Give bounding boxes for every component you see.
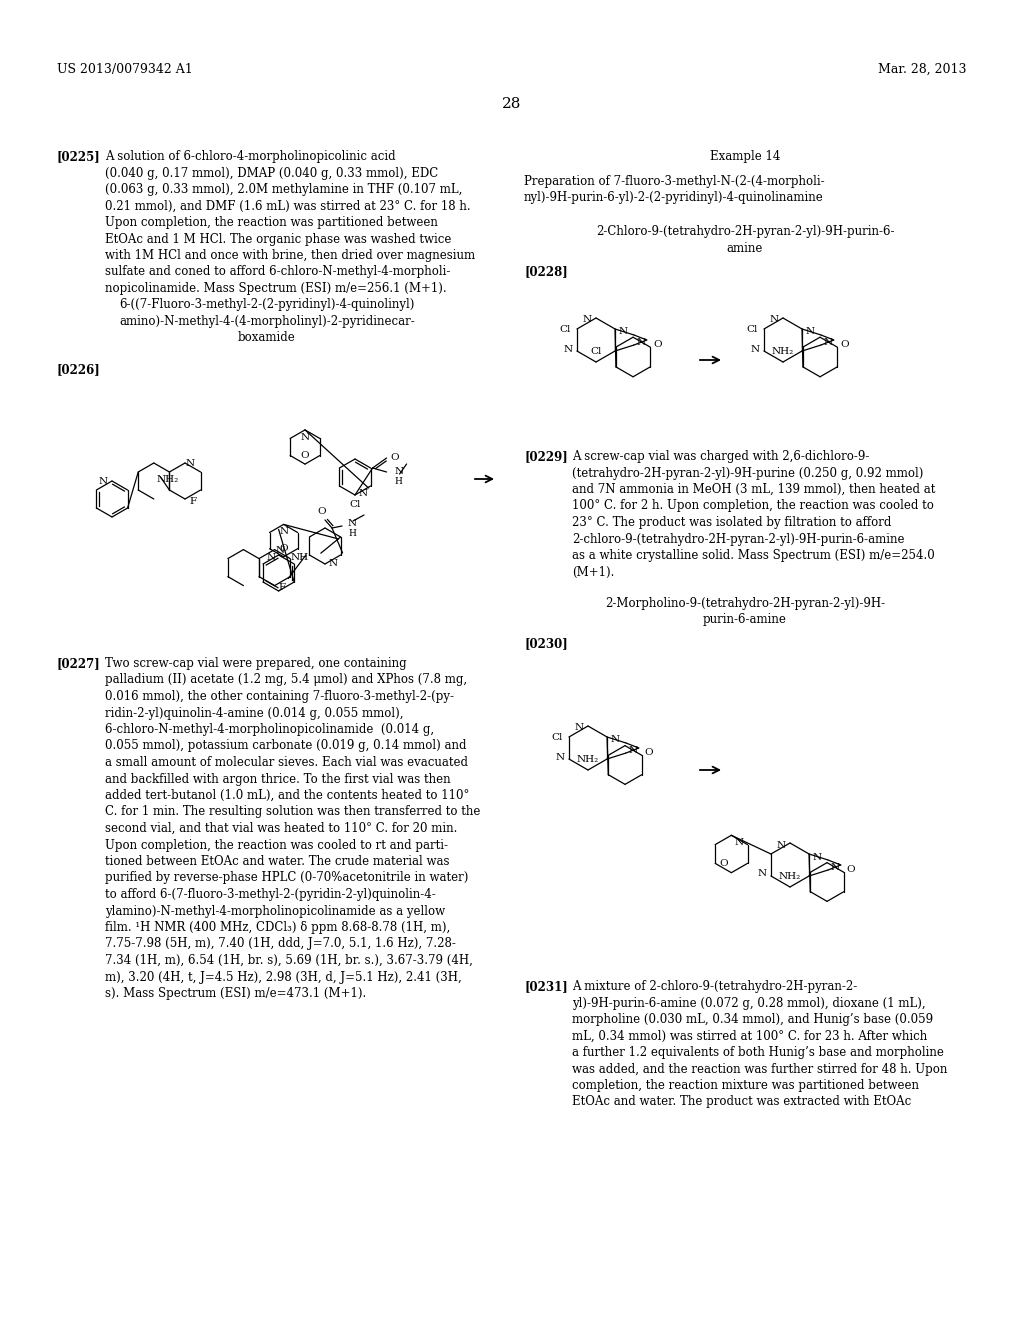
Text: F: F	[189, 498, 197, 507]
Text: N: N	[610, 735, 620, 744]
Text: Example 14: Example 14	[710, 150, 780, 162]
Text: Preparation of 7-fluoro-3-methyl-N-(2-(4-morpholi-
nyl)-9H-purin-6-yl)-2-(2-pyri: Preparation of 7-fluoro-3-methyl-N-(2-(4…	[524, 176, 824, 205]
Text: N: N	[300, 433, 309, 442]
Text: [0226]: [0226]	[57, 363, 100, 376]
Text: A solution of 6-chloro-4-morpholinopicolinic acid
(0.040 g, 0.17 mmol), DMAP (0.: A solution of 6-chloro-4-morpholinopicol…	[105, 150, 475, 294]
Text: N: N	[830, 862, 840, 871]
Text: H: H	[394, 477, 402, 486]
Text: N: N	[564, 345, 573, 354]
Text: N: N	[99, 477, 108, 486]
Text: [0229]: [0229]	[524, 450, 567, 463]
Text: N: N	[348, 520, 357, 528]
Text: N: N	[812, 853, 821, 862]
Text: N: N	[777, 841, 786, 850]
Text: N: N	[329, 558, 338, 568]
Text: A mixture of 2-chloro-9-(tetrahydro-2H-pyran-2-
yl)-9H-purin-6-amine (0.072 g, 0: A mixture of 2-chloro-9-(tetrahydro-2H-p…	[572, 979, 947, 1109]
Text: Cl: Cl	[746, 325, 758, 334]
Text: Cl: Cl	[559, 325, 571, 334]
Text: O: O	[301, 451, 309, 461]
Text: N: N	[637, 338, 646, 347]
Text: Mar. 28, 2013: Mar. 28, 2013	[879, 63, 967, 77]
Text: N: N	[583, 315, 592, 325]
Text: N: N	[618, 327, 627, 337]
Text: Two screw-cap vial were prepared, one containing
palladium (II) acetate (1.2 mg,: Two screw-cap vial were prepared, one co…	[105, 657, 480, 1001]
Text: NH₂: NH₂	[157, 475, 178, 484]
Text: N: N	[186, 459, 196, 469]
Text: O: O	[720, 859, 728, 867]
Text: [0227]: [0227]	[57, 657, 100, 671]
Text: N: N	[770, 315, 779, 325]
Text: 2-Morpholino-9-(tetrahydro-2H-pyran-2-yl)-9H-
purin-6-amine: 2-Morpholino-9-(tetrahydro-2H-pyran-2-yl…	[605, 597, 885, 627]
Text: [0230]: [0230]	[524, 638, 567, 649]
Text: N: N	[394, 467, 403, 477]
Text: [0228]: [0228]	[524, 265, 567, 279]
Text: A screw-cap vial was charged with 2,6-dichloro-9-
(tetrahydro-2H-pyran-2-yl)-9H-: A screw-cap vial was charged with 2,6-di…	[572, 450, 935, 578]
Text: O: O	[317, 507, 327, 516]
Text: 6-((7-Fluoro-3-methyl-2-(2-pyridinyl)-4-quinolinyl)
amino)-N-methyl-4-(4-morphol: 6-((7-Fluoro-3-methyl-2-(2-pyridinyl)-4-…	[119, 298, 415, 345]
Text: N: N	[758, 870, 767, 879]
Text: H: H	[348, 528, 356, 537]
Text: N: N	[279, 528, 288, 536]
Text: NH₂: NH₂	[779, 873, 801, 880]
Text: N: N	[629, 746, 638, 755]
Text: 28: 28	[503, 96, 521, 111]
Text: O: O	[653, 339, 662, 348]
Text: N: N	[751, 345, 760, 354]
Text: O: O	[645, 748, 653, 756]
Text: NH₂: NH₂	[772, 347, 795, 356]
Text: US 2013/0079342 A1: US 2013/0079342 A1	[57, 63, 193, 77]
Text: N: N	[359, 490, 368, 499]
Text: F: F	[279, 583, 286, 593]
Text: NH₂: NH₂	[577, 755, 599, 764]
Text: O: O	[280, 544, 288, 553]
Text: N: N	[266, 553, 275, 561]
Text: N: N	[574, 723, 584, 733]
Text: N: N	[734, 838, 743, 847]
Text: Cl: Cl	[349, 500, 360, 510]
Text: O: O	[847, 865, 855, 874]
Text: Cl: Cl	[590, 347, 602, 356]
Text: N: N	[805, 327, 814, 337]
Text: Cl: Cl	[552, 733, 563, 742]
Text: [0231]: [0231]	[524, 979, 567, 993]
Text: N: N	[275, 546, 285, 556]
Text: N: N	[824, 338, 833, 347]
Text: O: O	[841, 339, 849, 348]
Text: N: N	[556, 752, 565, 762]
Text: NH: NH	[291, 553, 309, 562]
Text: [0225]: [0225]	[57, 150, 100, 162]
Text: O: O	[390, 453, 399, 462]
Text: 2-Chloro-9-(tetrahydro-2H-pyran-2-yl)-9H-purin-6-
amine: 2-Chloro-9-(tetrahydro-2H-pyran-2-yl)-9H…	[596, 224, 894, 255]
